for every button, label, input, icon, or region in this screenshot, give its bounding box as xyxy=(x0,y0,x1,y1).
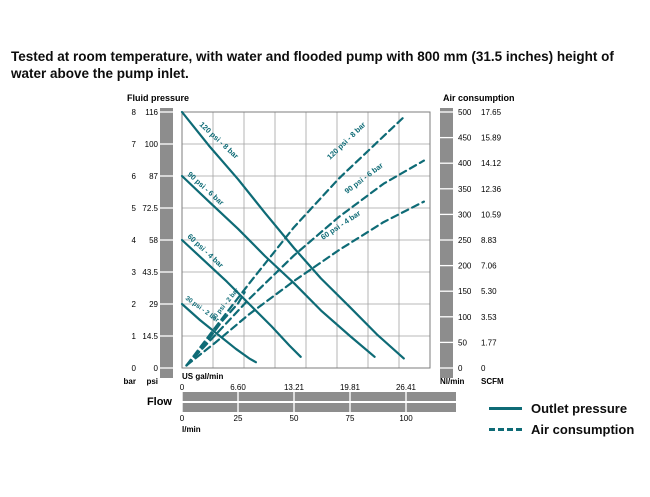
flow-gal-label: US gal/min xyxy=(182,372,223,381)
axis-tick-label: 150 xyxy=(458,287,472,296)
axis-tick-label: 15.89 xyxy=(481,134,502,143)
outlet-pressure-curve xyxy=(180,238,302,358)
flow-gal-bar xyxy=(182,392,456,401)
axis-tick-label: 8 xyxy=(132,108,137,117)
axis-tick-label: 72.5 xyxy=(142,204,158,213)
axis-tick-label: 6.60 xyxy=(230,383,246,392)
legend-air-consumption: Air consumption xyxy=(489,422,634,437)
axis-tick-label: 300 xyxy=(458,210,472,219)
axis-tick-label: 12.36 xyxy=(481,185,502,194)
axis-tick-label: 3.53 xyxy=(481,313,497,322)
axis-tick-label: 116 xyxy=(145,108,158,117)
axis-tick-label: 4 xyxy=(132,236,137,245)
air-consumption-curve xyxy=(185,116,405,367)
axis-tick-label: 0 xyxy=(180,414,185,423)
air-consumption-curve-label: 90 psi - 6 bar xyxy=(343,161,385,196)
outlet-pressure-curve xyxy=(180,110,405,360)
legend-air-consumption-label: Air consumption xyxy=(531,422,635,437)
left-axis-unit-psi: psi xyxy=(146,377,158,386)
axis-tick-label: 8.83 xyxy=(481,236,497,245)
outlet-pressure-curve xyxy=(180,302,257,364)
air-consumption-curve xyxy=(185,200,425,367)
axis-tick-label: 2 xyxy=(132,300,137,309)
outlet-pressure-line-sample xyxy=(489,407,522,410)
axis-tick-label: 5.30 xyxy=(481,287,497,296)
axis-tick-label: 50 xyxy=(458,338,467,347)
axis-tick-label: 43.5 xyxy=(142,268,158,277)
axis-tick-label: 200 xyxy=(458,262,472,271)
axis-tick-label: 1 xyxy=(132,332,137,341)
axis-tick-label: 0 xyxy=(154,364,159,373)
axis-tick-label: 75 xyxy=(346,414,355,423)
flow-lmin-label: l/min xyxy=(182,425,201,434)
air-consumption-curve-label: 120 psi - 8 bar xyxy=(325,120,367,161)
axis-tick-label: 29 xyxy=(149,300,158,309)
air-consumption-curve xyxy=(185,291,246,367)
axis-tick-label: 1.77 xyxy=(481,338,497,347)
air-consumption-curve-label: 60 psi - 4 bar xyxy=(319,209,362,242)
air-consumption-line-sample xyxy=(489,428,522,431)
outlet-pressure-curve-label: 90 psi - 6 bar xyxy=(186,170,226,207)
axis-tick-label: 3 xyxy=(132,268,137,277)
axis-tick-label: 100 xyxy=(145,140,159,149)
flow-axis-title: Flow xyxy=(147,396,172,408)
right-axis-title: Air consumption xyxy=(443,93,515,103)
axis-tick-label: 6 xyxy=(132,172,137,181)
axis-tick-label: 350 xyxy=(458,185,472,194)
axis-tick-label: 500 xyxy=(458,108,472,117)
axis-tick-label: 13.21 xyxy=(284,383,305,392)
axis-tick-label: 87 xyxy=(149,172,158,181)
axis-tick-label: 0 xyxy=(481,364,486,373)
axis-tick-label: 450 xyxy=(458,134,472,143)
axis-tick-label: 5 xyxy=(132,204,137,213)
axis-tick-label: 14.5 xyxy=(142,332,158,341)
axis-tick-label: 58 xyxy=(149,236,158,245)
axis-tick-label: 7.06 xyxy=(481,262,497,271)
legend-outlet-pressure: Outlet pressure xyxy=(489,401,634,416)
axis-tick-label: 50 xyxy=(290,414,299,423)
left-axis-title: Fluid pressure xyxy=(127,93,189,103)
right-axis-unit-nlmin: Nl/min xyxy=(440,377,465,386)
legend-outlet-pressure-label: Outlet pressure xyxy=(531,401,628,416)
left-axis-bar xyxy=(160,108,173,378)
right-axis-bar xyxy=(440,108,453,378)
axis-tick-label: 25 xyxy=(234,414,243,423)
axis-tick-label: 100 xyxy=(399,414,413,423)
axis-tick-label: 26.41 xyxy=(396,383,417,392)
flow-lmin-bar xyxy=(182,403,456,412)
axis-tick-label: 10.59 xyxy=(481,210,502,219)
axis-tick-label: 100 xyxy=(458,313,472,322)
left-axis-unit-bar: bar xyxy=(124,377,136,386)
air-consumption-curve xyxy=(185,159,425,367)
legend: Outlet pressure Air consumption xyxy=(489,401,634,437)
axis-tick-label: 400 xyxy=(458,159,472,168)
right-axis-unit-scfm: SCFM xyxy=(481,377,504,386)
axis-tick-label: 0 xyxy=(180,383,185,392)
axis-tick-label: 17.65 xyxy=(481,108,502,117)
axis-tick-label: 250 xyxy=(458,236,472,245)
axis-tick-label: 14.12 xyxy=(481,159,502,168)
axis-tick-label: 7 xyxy=(132,140,137,149)
outlet-pressure-curve-label: 60 psi - 4 bar xyxy=(186,232,226,270)
axis-tick-label: 0 xyxy=(458,364,463,373)
axis-tick-label: 0 xyxy=(132,364,137,373)
chart-description: Tested at room temperature, with water a… xyxy=(11,49,614,82)
axis-tick-label: 19.81 xyxy=(340,383,361,392)
